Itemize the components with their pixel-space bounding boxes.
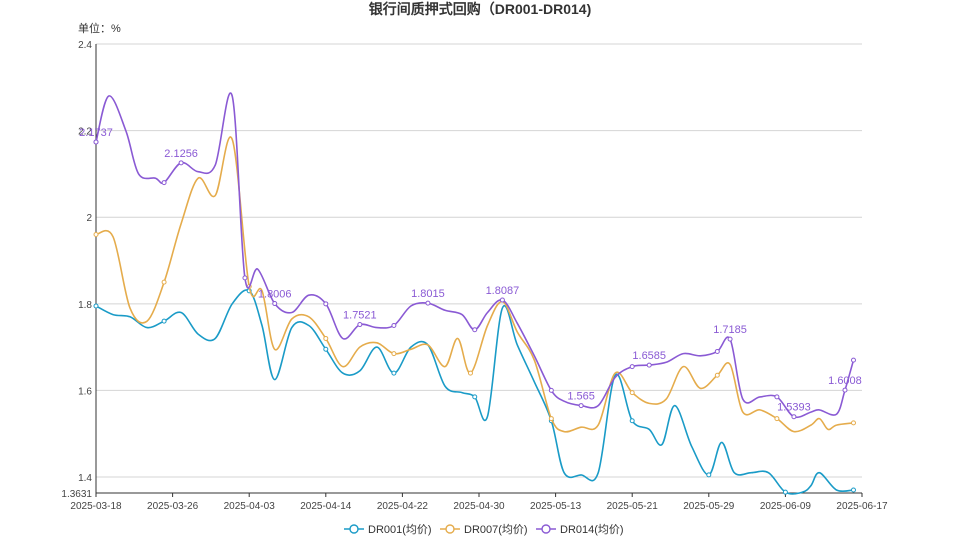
data-point	[714, 348, 720, 354]
x-tick-label: 2025-04-22	[377, 501, 429, 512]
data-point	[93, 232, 99, 238]
data-point	[850, 487, 856, 493]
data-point	[178, 160, 184, 166]
data-point	[323, 301, 329, 307]
legend-label: DR007(均价)	[464, 523, 528, 536]
series-line-1	[95, 289, 854, 495]
data-point	[161, 318, 167, 324]
legend-label: DR001(均价)	[368, 523, 432, 536]
x-tick-label: 2025-04-03	[224, 501, 276, 512]
y-tick-label: 2.2	[78, 127, 92, 138]
data-point	[467, 370, 473, 376]
data-point	[629, 390, 635, 396]
data-point	[782, 489, 788, 495]
x-axis: 2025-03-18 2025-03-26 2025-04-03 2025-04-14…	[70, 492, 888, 512]
y-tick-label: 1.4	[78, 473, 92, 484]
data-point	[272, 301, 278, 307]
data-point	[499, 297, 505, 303]
data-point	[425, 300, 431, 306]
data-point	[391, 351, 397, 357]
chart-title: 银行间质押式回购（DR001-DR014)	[369, 1, 591, 17]
data-label: 1.8087	[486, 285, 520, 297]
y-tick-label: 2	[86, 213, 92, 224]
data-point	[629, 418, 635, 424]
data-point	[791, 414, 797, 420]
legend-item-2[interactable]: DR007(均价)	[440, 523, 528, 536]
data-point	[842, 387, 848, 393]
data-point	[774, 416, 780, 422]
data-point	[242, 275, 248, 281]
data-point	[629, 364, 635, 370]
data-point	[548, 416, 554, 422]
series-group	[93, 92, 856, 495]
data-label: 1.565	[567, 391, 595, 403]
x-tick-label: 2025-05-21	[607, 501, 659, 512]
data-point	[646, 362, 652, 368]
data-point	[850, 357, 856, 363]
x-tick-label: 2025-03-18	[70, 501, 122, 512]
y-axis: 1.3631 1.4 1.6 1.8 2 2.2 2.4	[61, 40, 97, 500]
legend-swatch-marker	[445, 524, 455, 534]
y-tick-label: 1.3631	[61, 489, 92, 500]
data-point	[391, 322, 397, 328]
data-label: 1.6585	[632, 350, 666, 362]
series-line-3	[95, 92, 855, 419]
data-point	[472, 394, 478, 400]
y-tick-label: 2.4	[78, 40, 92, 51]
legend[interactable]: DR001(均价) DR007(均价) DR014(均价)	[344, 523, 624, 536]
data-point	[578, 403, 584, 409]
x-tick-label: 2025-04-30	[453, 501, 505, 512]
data-point	[391, 370, 397, 376]
data-label: 2.1737	[79, 127, 113, 139]
series-line-2	[95, 136, 854, 433]
legend-item-3[interactable]: DR014(均价)	[536, 523, 624, 536]
unit-label: 单位：%	[78, 21, 121, 35]
x-tick-label: 2025-05-13	[530, 501, 582, 512]
data-point	[774, 394, 780, 400]
data-label: 1.6008	[828, 375, 862, 387]
x-tick-label: 2025-06-17	[836, 501, 888, 512]
grid-lines	[96, 43, 862, 478]
data-point	[93, 139, 99, 145]
y-tick-label: 1.8	[78, 300, 92, 311]
legend-item-1[interactable]: DR001(均价)	[344, 523, 432, 536]
data-label: 2.1256	[164, 148, 198, 160]
data-label: 1.8015	[411, 288, 445, 300]
data-label: 1.7521	[343, 310, 377, 322]
data-point	[161, 279, 167, 285]
data-point	[323, 335, 329, 341]
data-point	[323, 346, 329, 352]
data-label: 1.8006	[258, 289, 292, 301]
x-tick-label: 2025-03-26	[147, 501, 199, 512]
x-tick-label: 2025-06-09	[760, 501, 812, 512]
data-point	[472, 327, 478, 333]
legend-swatch-marker	[349, 524, 359, 534]
data-point	[548, 387, 554, 393]
data-point	[850, 420, 856, 426]
data-point	[357, 322, 363, 328]
data-labels: 2.1737 2.1256 1.8006 1.7521 1.8015 1.8087 1.56…	[79, 127, 862, 414]
y-tick-label: 1.6	[78, 386, 92, 397]
x-tick-label: 2025-04-14	[300, 501, 352, 512]
data-point	[706, 472, 712, 478]
legend-label: DR014(均价)	[560, 523, 624, 536]
legend-swatch-marker	[541, 524, 551, 534]
data-point	[727, 336, 733, 342]
x-tick-label: 2025-05-29	[683, 501, 735, 512]
data-label: 1.7185	[713, 324, 747, 336]
data-point	[161, 180, 167, 186]
data-point	[93, 303, 99, 309]
data-point	[714, 372, 720, 378]
data-label: 1.5393	[777, 402, 811, 414]
